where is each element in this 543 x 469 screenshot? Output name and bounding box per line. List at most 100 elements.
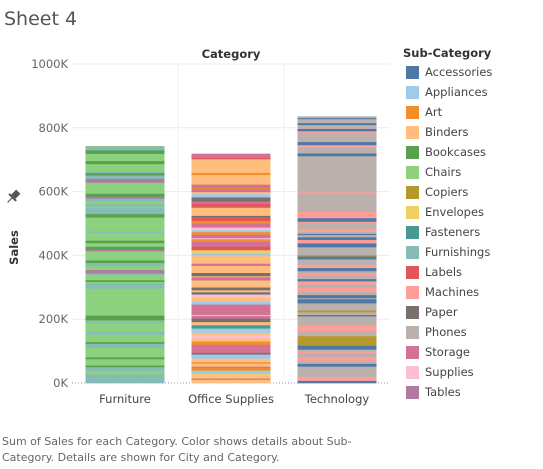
bar-segment <box>191 315 271 319</box>
bar-segment <box>297 349 377 352</box>
pin-icon-head <box>11 189 21 199</box>
legend-swatch <box>406 165 419 179</box>
bar-segment <box>85 298 165 303</box>
bar-segment <box>191 199 271 202</box>
legend-item[interactable]: Art <box>403 102 541 122</box>
chart-caption: Sum of Sales for each Category. Color sh… <box>2 435 352 464</box>
y-tick-label: 600K <box>39 185 69 199</box>
bar-segment <box>297 237 377 241</box>
bar-segment <box>85 286 165 289</box>
legend-swatch <box>406 285 419 299</box>
bar-segment <box>297 132 377 135</box>
bar-segment <box>85 193 165 197</box>
legend-item[interactable]: Copiers <box>403 182 541 202</box>
bar-segment <box>191 331 271 333</box>
bar-segment <box>191 294 271 299</box>
bar-segment <box>191 191 271 195</box>
bar-segment <box>297 231 377 234</box>
legend-item[interactable]: Furnishings <box>403 242 541 262</box>
legend-item[interactable]: Supplies <box>403 362 541 382</box>
legend-item[interactable]: Paper <box>403 302 541 322</box>
bar-segment <box>85 253 165 256</box>
legend-label: Paper <box>425 305 458 319</box>
bar-segment <box>297 316 377 321</box>
bar-segment <box>191 379 271 384</box>
bar-segment <box>297 251 377 256</box>
bar-segment <box>85 249 165 252</box>
bar-segment <box>297 175 377 179</box>
bar-segment <box>297 353 377 358</box>
bar-segment <box>297 144 377 148</box>
legend-title: Sub-Category <box>403 46 492 60</box>
bar-segment <box>85 347 165 350</box>
bar-segment <box>297 225 377 229</box>
legend-item[interactable]: Fasteners <box>403 222 541 242</box>
bar-segment <box>297 131 377 133</box>
bar-segment <box>191 313 271 315</box>
bar-segment <box>191 159 271 162</box>
bar-chart: 0K 200K 400K 600K 800K 1000K Category Sales Furn… <box>7 47 390 406</box>
pin-icon <box>7 189 21 203</box>
bar-segment <box>85 207 165 210</box>
bar-segment <box>191 270 271 273</box>
legend-item[interactable]: Storage <box>403 342 541 362</box>
legend-item[interactable]: Machines <box>403 282 541 302</box>
legend-item[interactable]: Tables <box>403 382 541 402</box>
legend-item[interactable]: Envelopes <box>403 202 541 222</box>
bar-segment <box>191 344 271 349</box>
bar-segment <box>297 134 377 136</box>
bar-segment <box>85 353 165 358</box>
legend-item[interactable]: Appliances <box>403 82 541 102</box>
sheet-title: Sheet 4 <box>4 8 78 30</box>
legend-item[interactable]: Bookcases <box>403 142 541 162</box>
bar-segment <box>191 361 271 364</box>
bar-segment <box>191 275 271 278</box>
bar-segment <box>85 246 165 250</box>
bar-segment <box>191 176 271 182</box>
bar-segment <box>191 304 271 314</box>
bar-segment <box>297 116 377 119</box>
bar-segment <box>191 209 271 214</box>
bar-segment <box>191 237 271 240</box>
legend-swatch <box>406 145 419 159</box>
bar-segment <box>85 302 165 307</box>
bar-segment <box>297 161 377 165</box>
bar-segment <box>297 207 377 209</box>
bar-segment <box>297 155 377 159</box>
bar-segment <box>191 169 271 173</box>
bar-segment <box>191 213 271 216</box>
bar-segment <box>191 287 271 291</box>
y-axis-label: Sales <box>7 230 21 265</box>
bar-segment <box>297 124 377 127</box>
bar-segment <box>191 216 271 222</box>
legend-item[interactable]: Phones <box>403 322 541 342</box>
bar-segment <box>85 323 165 328</box>
bar-segment <box>191 250 271 254</box>
bar-segment <box>297 198 377 202</box>
bar-segment <box>297 287 377 293</box>
legend-item[interactable]: Accessories <box>403 62 541 82</box>
bar-segment <box>85 288 165 293</box>
bar-segment <box>85 320 165 322</box>
bar-segment <box>297 126 377 129</box>
legend-swatch <box>406 325 419 339</box>
bar-segment <box>297 189 377 193</box>
bar-segment <box>85 334 165 339</box>
bar-segment <box>297 234 377 238</box>
bar-segment <box>297 363 377 367</box>
bar-segment <box>85 291 165 296</box>
bar-segment <box>85 163 165 169</box>
bar-segment <box>191 341 271 345</box>
bar-segment <box>85 146 165 151</box>
legend-swatch <box>406 305 419 319</box>
legend-label: Chairs <box>425 165 462 179</box>
bar-segment <box>191 335 271 339</box>
legend-item[interactable]: Chairs <box>403 162 541 182</box>
bar-segment <box>85 228 165 232</box>
bar-segment <box>85 309 165 313</box>
bar-segment <box>191 354 271 359</box>
legend-item[interactable]: Labels <box>403 262 541 282</box>
legend-item[interactable]: Binders <box>403 122 541 142</box>
legend-swatch <box>406 365 419 379</box>
bar-segment <box>191 238 271 242</box>
